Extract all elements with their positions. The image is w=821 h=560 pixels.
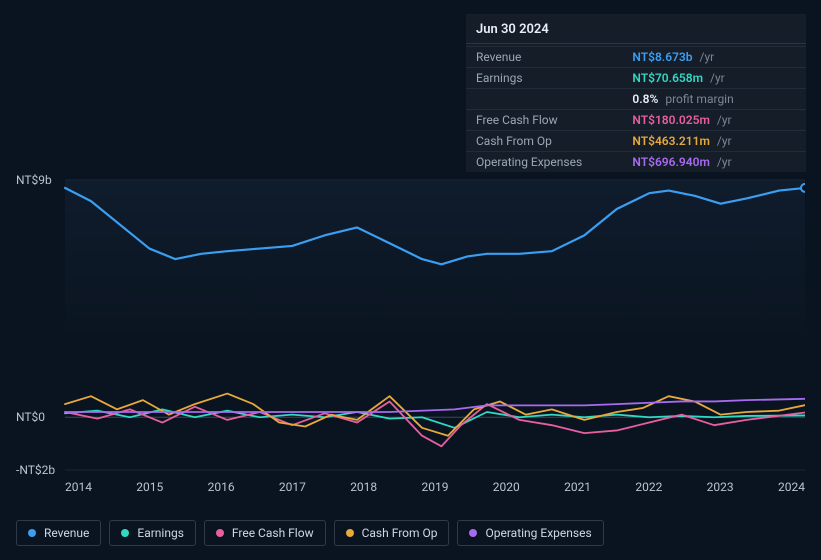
- legend-item[interactable]: Revenue: [16, 520, 101, 546]
- x-axis-tick: 2019: [421, 480, 448, 494]
- series-cash-from-op: [65, 394, 805, 436]
- legend-label: Free Cash Flow: [232, 526, 314, 540]
- legend-item[interactable]: Earnings: [109, 520, 196, 546]
- legend-dot-icon: [346, 529, 354, 537]
- chart-legend: Revenue Earnings Free Cash Flow Cash From O…: [16, 520, 604, 546]
- tooltip-metric-value: NT$8.673b /yr: [622, 47, 806, 68]
- x-axis-tick: 2024: [778, 480, 805, 494]
- tooltip-row: Free Cash FlowNT$180.025m /yr: [466, 110, 806, 131]
- tooltip-metric-label: Earnings: [466, 68, 622, 89]
- x-axis-labels: 2014 2015 2016 2017 2018 2019 2020 2021 2022 2023…: [65, 480, 805, 494]
- line-chart-svg[interactable]: [16, 160, 805, 500]
- legend-dot-icon: [28, 529, 36, 537]
- tooltip-row: 0.8% profit margin: [466, 89, 806, 110]
- tooltip-metric-value: 0.8% profit margin: [622, 89, 806, 110]
- tooltip-metric-value: NT$70.658m /yr: [622, 68, 806, 89]
- series-operating-expenses: [65, 399, 805, 412]
- legend-label: Operating Expenses: [485, 526, 591, 540]
- tooltip-metric-label: [466, 89, 622, 110]
- tooltip-metric-label: Revenue: [466, 47, 622, 68]
- x-axis-tick: 2014: [65, 480, 92, 494]
- x-axis-tick: 2015: [136, 480, 163, 494]
- x-axis-tick: 2023: [707, 480, 734, 494]
- tooltip-divider: [466, 43, 806, 44]
- x-axis-tick: 2016: [208, 480, 235, 494]
- legend-item[interactable]: Cash From Op: [334, 520, 450, 546]
- legend-label: Revenue: [44, 526, 89, 540]
- tooltip-metric-value: NT$180.025m /yr: [622, 110, 806, 131]
- legend-dot-icon: [121, 529, 129, 537]
- legend-dot-icon: [469, 529, 477, 537]
- x-axis-tick: 2017: [279, 480, 306, 494]
- tooltip-row: Cash From OpNT$463.211m /yr: [466, 131, 806, 152]
- hover-tooltip: Jun 30 2024 RevenueNT$8.673b /yrEarnings…: [466, 14, 806, 172]
- series-free-cash-flow: [65, 401, 805, 446]
- chart-stage: Jun 30 2024 RevenueNT$8.673b /yrEarnings…: [0, 0, 821, 560]
- legend-dot-icon: [216, 529, 224, 537]
- x-axis-tick: 2021: [564, 480, 591, 494]
- tooltip-metric-value: NT$463.211m /yr: [622, 131, 806, 152]
- legend-label: Earnings: [137, 526, 184, 540]
- x-axis-tick: 2022: [635, 480, 662, 494]
- tooltip-date: Jun 30 2024: [466, 14, 806, 43]
- tooltip-row: EarningsNT$70.658m /yr: [466, 68, 806, 89]
- legend-item[interactable]: Operating Expenses: [457, 520, 603, 546]
- series-revenue: [65, 188, 805, 264]
- tooltip-metric-label: Cash From Op: [466, 131, 622, 152]
- tooltip-metric-label: Free Cash Flow: [466, 110, 622, 131]
- legend-item[interactable]: Free Cash Flow: [204, 520, 326, 546]
- legend-label: Cash From Op: [362, 526, 438, 540]
- x-axis-tick: 2020: [493, 480, 520, 494]
- x-axis-tick: 2018: [350, 480, 377, 494]
- tooltip-row: RevenueNT$8.673b /yr: [466, 47, 806, 68]
- chart-area: NT$9b NT$0 -NT$2b 2014201520162017201820…: [16, 160, 805, 500]
- tooltip-table: RevenueNT$8.673b /yrEarningsNT$70.658m /…: [466, 46, 806, 172]
